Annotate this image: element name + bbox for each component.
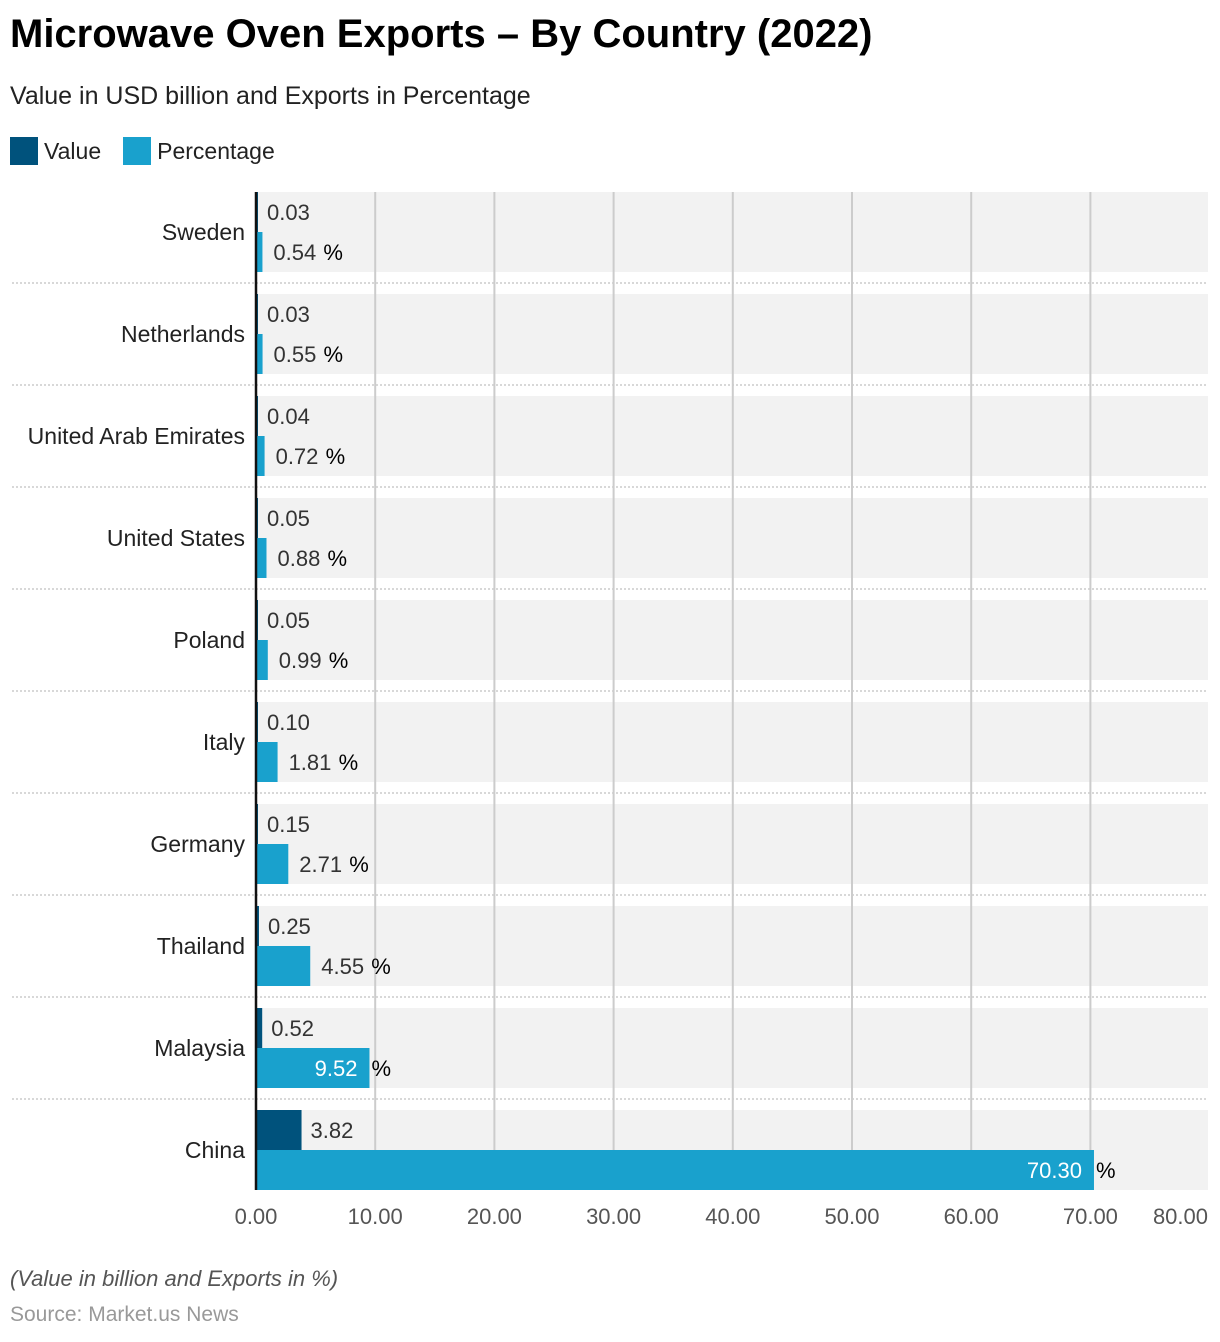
- chart-note: (Value in billion and Exports in %): [10, 1266, 339, 1291]
- value-label: 0.04: [267, 404, 310, 429]
- value-bar: [256, 1008, 263, 1048]
- percentage-suffix: %: [327, 546, 347, 571]
- x-tick-label: 0.00: [235, 1204, 278, 1229]
- percentage-suffix: %: [1096, 1158, 1116, 1183]
- value-label: 0.03: [267, 302, 310, 327]
- bar-chart: Sweden 0.03 0.54 % Netherlands 0.03 0.55 % Unite…: [12, 192, 1208, 1229]
- percentage-bar: [256, 436, 265, 476]
- chart-subtitle: Value in USD billion and Exports in Perc…: [10, 82, 531, 110]
- x-tick-label: 60.00: [944, 1204, 999, 1229]
- category-label: United States: [107, 525, 245, 551]
- percentage-label: 0.72: [276, 444, 319, 469]
- legend-swatch-percentage: [123, 137, 152, 165]
- percentage-label: 0.99: [279, 648, 322, 673]
- category-label: Germany: [150, 831, 245, 857]
- percentage-suffix: %: [371, 1056, 391, 1081]
- x-tick-label: 10.00: [348, 1204, 403, 1229]
- value-bar: [256, 1110, 302, 1150]
- value-label: 0.15: [267, 812, 310, 837]
- percentage-bar: [256, 1048, 370, 1088]
- percentage-label: 70.30: [1027, 1158, 1082, 1183]
- category-label: Sweden: [162, 219, 245, 245]
- percentage-label: 9.52: [315, 1056, 358, 1081]
- x-tick-label: 50.00: [824, 1204, 879, 1229]
- x-tick-label: 30.00: [586, 1204, 641, 1229]
- legend-label-value: Value: [44, 137, 102, 164]
- category-label: Poland: [173, 627, 245, 653]
- category-label: Italy: [203, 729, 246, 755]
- percentage-label: 1.81: [289, 750, 332, 775]
- percentage-bar: [256, 946, 311, 986]
- percentage-suffix: %: [323, 240, 343, 265]
- percentage-bar: [256, 232, 263, 272]
- category-label: United Arab Emirates: [28, 423, 245, 449]
- legend-label-percentage: Percentage: [157, 137, 275, 164]
- percentage-bar: [256, 844, 289, 884]
- percentage-bar: [256, 742, 278, 782]
- percentage-suffix: %: [326, 444, 346, 469]
- percentage-label: 2.71: [299, 852, 342, 877]
- x-tick-label: 20.00: [467, 1204, 522, 1229]
- percentage-bar: [256, 640, 268, 680]
- legend-swatch-value: [10, 137, 38, 165]
- x-tick-label: 40.00: [705, 1204, 760, 1229]
- percentage-suffix: %: [324, 342, 344, 367]
- value-bar: [256, 906, 259, 946]
- value-label: 3.82: [311, 1118, 354, 1143]
- percentage-bar: [256, 1150, 1094, 1190]
- percentage-suffix: %: [349, 852, 369, 877]
- percentage-label: 0.55: [274, 342, 317, 367]
- value-label: 0.05: [267, 506, 310, 531]
- percentage-bar: [256, 538, 267, 578]
- chart-title: Microwave Oven Exports – By Country (202…: [10, 12, 873, 56]
- chart-source: Source: Market.us News: [10, 1303, 239, 1326]
- value-label: 0.52: [271, 1016, 314, 1041]
- value-label: 0.03: [267, 200, 310, 225]
- category-label: Netherlands: [121, 321, 245, 347]
- legend-item-percentage[interactable]: Percentage: [123, 137, 275, 165]
- percentage-label: 0.54: [273, 240, 316, 265]
- percentage-label: 4.55: [321, 954, 364, 979]
- x-tick-label: 70.00: [1063, 1204, 1118, 1229]
- percentage-label: 0.88: [277, 546, 320, 571]
- value-label: 0.25: [268, 914, 311, 939]
- percentage-suffix: %: [329, 648, 349, 673]
- category-label: Malaysia: [154, 1035, 245, 1061]
- percentage-bar: [256, 334, 263, 374]
- legend-item-value[interactable]: Value: [10, 137, 101, 165]
- percentage-suffix: %: [339, 750, 359, 775]
- legend: Value Percentage: [10, 137, 297, 165]
- value-label: 0.05: [267, 608, 310, 633]
- x-tick-label: 80.00: [1153, 1204, 1208, 1229]
- value-label: 0.10: [267, 710, 310, 735]
- category-label: Thailand: [157, 933, 245, 959]
- category-label: China: [185, 1137, 245, 1163]
- percentage-suffix: %: [371, 954, 391, 979]
